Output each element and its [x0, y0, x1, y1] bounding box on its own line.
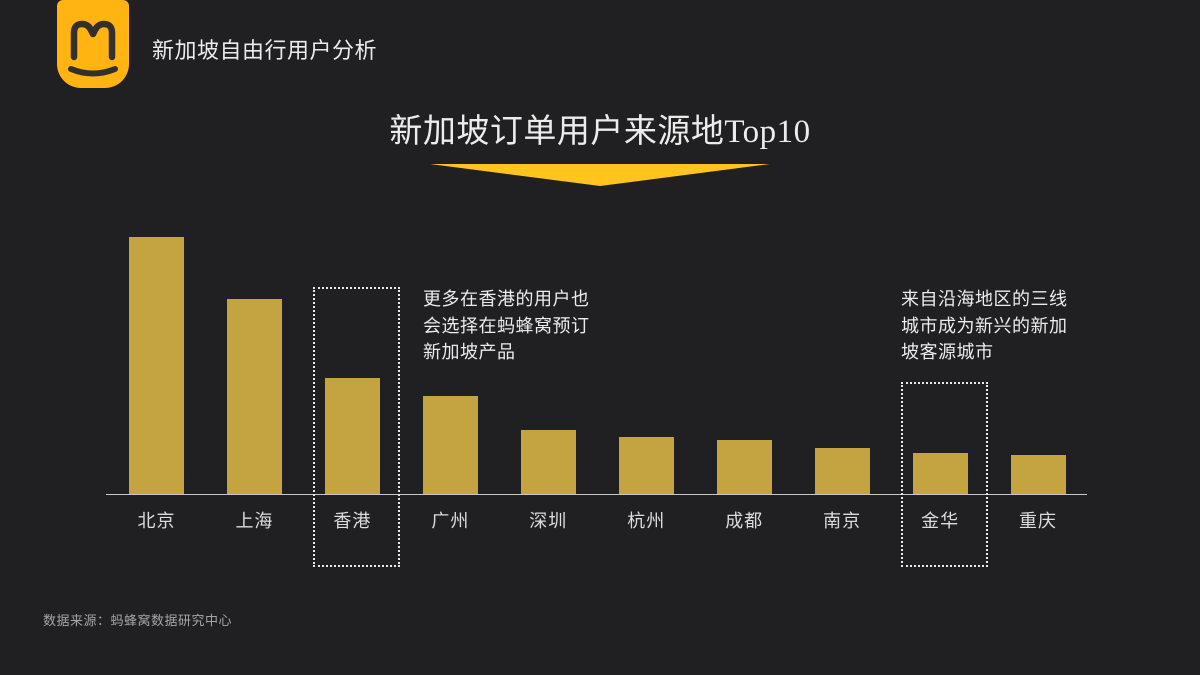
bar-9 [912, 452, 968, 494]
data-source: 数据来源：蚂蜂窝数据研究中心 [43, 613, 233, 628]
bar-label-6: 杭州 [627, 511, 666, 531]
bar-4 [422, 396, 478, 494]
annotation-line: 会选择在蚂蜂窝预订 [423, 315, 590, 336]
header-title: 新加坡自由行用户分析 [152, 38, 378, 63]
highlight-box-9 [900, 382, 988, 567]
bar-7 [716, 440, 772, 494]
bar-label-2: 上海 [235, 511, 274, 531]
x-axis-line [106, 494, 1087, 495]
highlight-box-3 [312, 287, 400, 567]
annotation-line: 更多在香港的用户也 [423, 289, 590, 309]
bar-label-1: 北京 [137, 511, 176, 531]
annotation-line: 来自沿海地区的三线 [901, 289, 1068, 309]
bar-2 [226, 298, 282, 494]
mafengwo-logo [57, 0, 129, 88]
bar-label-9: 金华 [921, 511, 960, 531]
mafengwo-m-icon [68, 20, 118, 77]
bar-label-3: 香港 [333, 511, 372, 531]
bar-label-7: 成都 [725, 511, 764, 531]
bar-5 [520, 429, 576, 494]
bar-label-10: 重庆 [1019, 511, 1058, 531]
bar-10 [1010, 455, 1066, 494]
bar-3 [324, 378, 380, 494]
annotation-2: 来自沿海地区的三线 城市成为新兴的新加 坡客源城市 [901, 286, 1068, 366]
chart-title: 新加坡订单用户来源地Top10 [389, 114, 811, 150]
annotation-1: 更多在香港的用户也 会选择在蚂蜂窝预订 新加坡产品 [423, 286, 590, 366]
bar-label-4: 广州 [431, 511, 470, 531]
annotation-line: 坡客源城市 [901, 342, 994, 362]
bar-label-5: 深圳 [529, 511, 568, 531]
bar-8 [814, 447, 870, 494]
annotation-line: 城市成为新兴的新加 [901, 315, 1068, 336]
annotation-line: 新加坡产品 [423, 342, 516, 362]
bar-label-8: 南京 [823, 511, 862, 531]
bar-1 [129, 237, 184, 494]
bar-6 [618, 437, 674, 494]
